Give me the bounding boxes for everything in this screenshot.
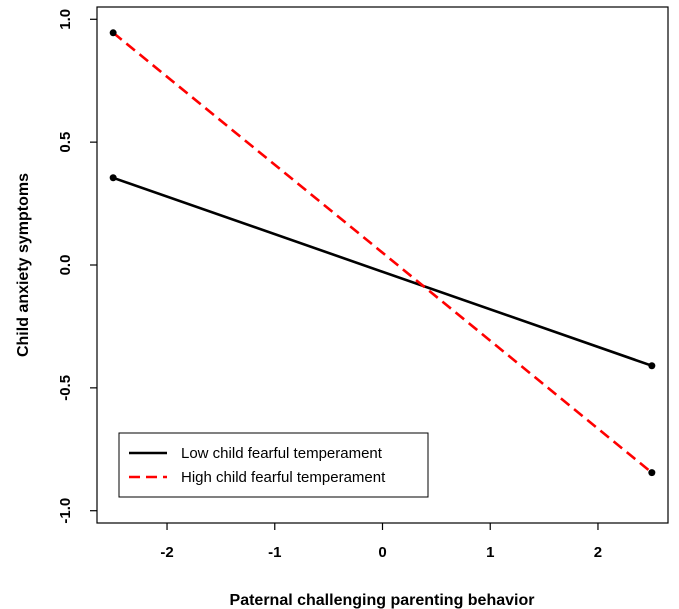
x-tick-label: 0 xyxy=(378,544,386,561)
x-tick-label: 2 xyxy=(594,544,602,561)
y-tick-label: 0.0 xyxy=(57,255,74,276)
x-axis: -2 -1 0 1 2 xyxy=(160,523,602,561)
legend-box xyxy=(118,432,429,498)
data-point xyxy=(109,29,117,37)
y-axis: -1.0 -0.5 0.0 0.5 1.0 xyxy=(57,9,97,524)
x-tick-label: -1 xyxy=(268,544,281,561)
y-tick-label: -0.5 xyxy=(57,375,74,401)
x-tick-label: -2 xyxy=(160,544,173,561)
data-point xyxy=(648,362,656,370)
series-line-low xyxy=(112,176,653,367)
x-axis-title: Paternal challenging parenting behavior xyxy=(230,592,535,609)
y-tick-label: -1.0 xyxy=(57,498,74,524)
legend-label: High child fearful temperament xyxy=(181,469,386,486)
legend-label: Low child fearful temperament xyxy=(181,445,383,462)
data-point xyxy=(648,469,656,477)
y-axis-title: Child anxiety symptoms xyxy=(15,173,32,357)
y-tick-label: 0.5 xyxy=(57,132,74,153)
legend: Low child fearful temperament High child … xyxy=(118,432,429,498)
series-layer xyxy=(109,29,656,477)
series-line-high xyxy=(112,31,653,474)
x-tick-label: 1 xyxy=(486,544,494,561)
data-point xyxy=(109,174,117,182)
y-tick-label: 1.0 xyxy=(57,9,74,30)
